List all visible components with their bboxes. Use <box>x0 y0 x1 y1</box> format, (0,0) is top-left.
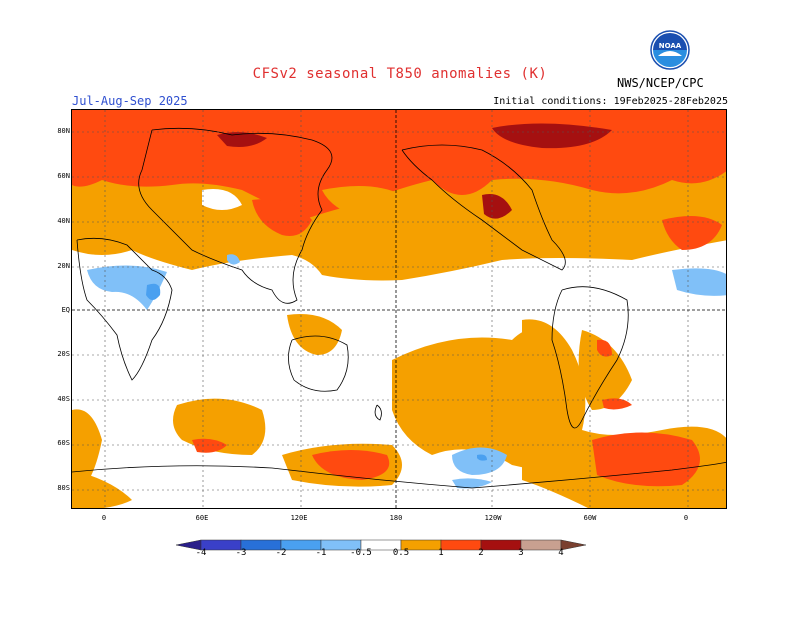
sh-orange-samerica <box>578 330 632 410</box>
lat-label: 40N <box>57 217 70 225</box>
colorbar-label: 2 <box>478 548 484 558</box>
blue-india <box>227 254 240 265</box>
colorbar-arrow-right <box>560 539 587 551</box>
colorbar-label: 0.5 <box>392 548 410 558</box>
colorbar-swatch <box>480 539 522 551</box>
colorbar-label: -4 <box>195 548 207 558</box>
lat-label: 80S <box>57 484 70 492</box>
lon-label: 120E <box>290 514 308 522</box>
colorbar-label: 4 <box>558 548 564 558</box>
lat-label: 40S <box>57 395 70 403</box>
lon-label: 60E <box>195 514 209 522</box>
colorbar-label: -3 <box>235 548 247 558</box>
sh-red-south <box>312 450 390 480</box>
sh-orange-australia <box>287 314 342 355</box>
lon-label: 180 <box>389 514 403 522</box>
chart-title: CFSv2 seasonal T850 anomalies (K) <box>252 66 548 82</box>
colorbar-label: 3 <box>518 548 524 558</box>
red-patch-atlantic <box>662 216 722 250</box>
lon-label: 120W <box>484 514 502 522</box>
midblue-africa <box>146 283 161 300</box>
colorbar-swatch <box>440 539 482 551</box>
lat-label: 80N <box>57 127 70 135</box>
colorbar-label: 1 <box>438 548 444 558</box>
season-label: Jul-Aug-Sep 2025 <box>72 94 188 108</box>
blue-atlantic <box>672 268 726 296</box>
white-gap-asia <box>202 189 242 210</box>
colorbar-swatch <box>520 539 562 551</box>
colorbar-label: -1 <box>315 548 327 558</box>
white-gap-pacific <box>322 186 402 219</box>
sh-red-indian <box>192 438 227 453</box>
darkred-siberia <box>217 132 267 147</box>
sh-midblue-south <box>477 454 487 461</box>
sh-red-atlantic <box>592 432 700 487</box>
lon-label: 0 <box>683 514 689 522</box>
sh-blue-south-2 <box>452 478 492 489</box>
sh-blue-south <box>452 447 507 475</box>
logo-text: NOAA <box>659 42 682 50</box>
lat-label: 60S <box>57 439 70 447</box>
colorbar-label: -2 <box>275 548 287 558</box>
anomaly-map <box>71 109 727 509</box>
colorbar <box>175 536 626 555</box>
coastlines <box>72 127 726 489</box>
lat-label: 20N <box>57 262 70 270</box>
lat-label: 20S <box>57 350 70 358</box>
lat-label: 60N <box>57 172 70 180</box>
lat-label: EQ <box>61 306 70 314</box>
blue-africa <box>87 265 167 310</box>
noaa-logo: NOAA <box>650 30 690 70</box>
colorbar-label: -0.5 <box>350 548 372 558</box>
lon-label: 60W <box>583 514 597 522</box>
darkred-namerica <box>482 194 512 219</box>
org-label: NWS/NCEP/CPC <box>617 76 704 90</box>
initial-conditions-label: Initial conditions: 19Feb2025-28Feb2025 <box>493 96 728 107</box>
darkred-arctic <box>492 123 612 149</box>
sh-red-samerica <box>597 339 612 357</box>
lon-label: 0 <box>101 514 107 522</box>
sh-red-patch <box>602 398 632 410</box>
sh-orange-west-2 <box>72 470 132 508</box>
red-patch-asia <box>252 199 312 236</box>
